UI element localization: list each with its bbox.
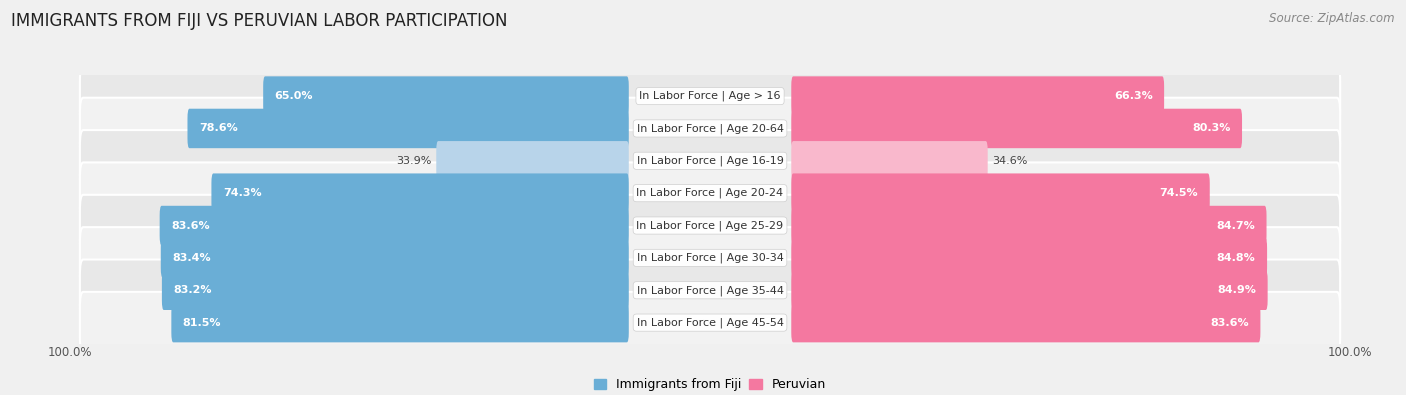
- FancyBboxPatch shape: [80, 227, 1340, 289]
- Text: 84.7%: 84.7%: [1216, 220, 1256, 231]
- Text: 83.6%: 83.6%: [1211, 318, 1249, 327]
- FancyBboxPatch shape: [80, 260, 1340, 321]
- Text: 74.3%: 74.3%: [224, 188, 262, 198]
- Text: 81.5%: 81.5%: [183, 318, 221, 327]
- Text: Source: ZipAtlas.com: Source: ZipAtlas.com: [1270, 12, 1395, 25]
- FancyBboxPatch shape: [792, 173, 1209, 213]
- Text: 83.6%: 83.6%: [172, 220, 209, 231]
- FancyBboxPatch shape: [792, 206, 1267, 245]
- FancyBboxPatch shape: [263, 76, 628, 116]
- FancyBboxPatch shape: [792, 303, 1260, 342]
- FancyBboxPatch shape: [792, 141, 987, 181]
- FancyBboxPatch shape: [792, 76, 1164, 116]
- FancyBboxPatch shape: [162, 271, 628, 310]
- Text: In Labor Force | Age 35-44: In Labor Force | Age 35-44: [637, 285, 783, 295]
- Text: 84.8%: 84.8%: [1216, 253, 1256, 263]
- Text: In Labor Force | Age 16-19: In Labor Force | Age 16-19: [637, 156, 783, 166]
- FancyBboxPatch shape: [80, 65, 1340, 127]
- FancyBboxPatch shape: [187, 109, 628, 148]
- Text: 74.5%: 74.5%: [1160, 188, 1198, 198]
- Text: 34.6%: 34.6%: [993, 156, 1028, 166]
- FancyBboxPatch shape: [80, 130, 1340, 192]
- FancyBboxPatch shape: [792, 109, 1241, 148]
- Legend: Immigrants from Fiji, Peruvian: Immigrants from Fiji, Peruvian: [589, 374, 831, 395]
- Text: 83.4%: 83.4%: [173, 253, 211, 263]
- Text: 83.2%: 83.2%: [173, 285, 212, 295]
- FancyBboxPatch shape: [80, 98, 1340, 159]
- Text: 33.9%: 33.9%: [396, 156, 432, 166]
- Text: In Labor Force | Age 45-54: In Labor Force | Age 45-54: [637, 317, 783, 328]
- Text: 84.9%: 84.9%: [1218, 285, 1256, 295]
- FancyBboxPatch shape: [211, 173, 628, 213]
- Text: 65.0%: 65.0%: [274, 91, 314, 101]
- FancyBboxPatch shape: [792, 271, 1268, 310]
- Text: IMMIGRANTS FROM FIJI VS PERUVIAN LABOR PARTICIPATION: IMMIGRANTS FROM FIJI VS PERUVIAN LABOR P…: [11, 12, 508, 30]
- FancyBboxPatch shape: [160, 238, 628, 278]
- Text: 66.3%: 66.3%: [1114, 91, 1153, 101]
- FancyBboxPatch shape: [172, 303, 628, 342]
- Text: In Labor Force | Age 20-24: In Labor Force | Age 20-24: [637, 188, 783, 198]
- Text: 80.3%: 80.3%: [1192, 124, 1230, 134]
- FancyBboxPatch shape: [160, 206, 628, 245]
- Text: In Labor Force | Age 20-64: In Labor Force | Age 20-64: [637, 123, 783, 134]
- FancyBboxPatch shape: [80, 195, 1340, 256]
- FancyBboxPatch shape: [792, 238, 1267, 278]
- FancyBboxPatch shape: [436, 141, 628, 181]
- Text: In Labor Force | Age > 16: In Labor Force | Age > 16: [640, 91, 780, 102]
- Text: In Labor Force | Age 25-29: In Labor Force | Age 25-29: [637, 220, 783, 231]
- FancyBboxPatch shape: [80, 292, 1340, 354]
- FancyBboxPatch shape: [80, 162, 1340, 224]
- Text: 78.6%: 78.6%: [200, 124, 238, 134]
- Text: In Labor Force | Age 30-34: In Labor Force | Age 30-34: [637, 253, 783, 263]
